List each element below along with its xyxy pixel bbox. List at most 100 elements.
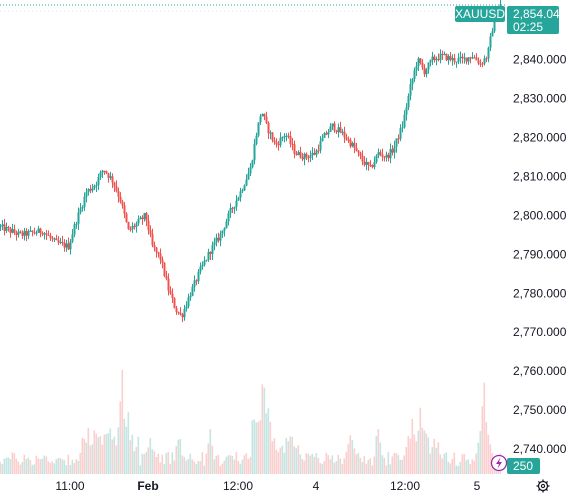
candle-body (489, 36, 492, 48)
volume-bar (343, 458, 346, 474)
candle-body (155, 247, 158, 252)
volume-bar (229, 455, 232, 474)
volume-bar (63, 460, 66, 474)
candle-body (445, 53, 448, 61)
candle-body (169, 290, 172, 294)
candle-body (319, 141, 322, 151)
candle-body (123, 205, 126, 214)
candle-body (475, 57, 478, 61)
volume-bar (439, 454, 442, 474)
candle-body (269, 132, 272, 134)
candle-body (191, 286, 194, 296)
gear-icon[interactable] (536, 479, 550, 493)
volume-bar (477, 442, 480, 474)
candle-body (351, 142, 354, 147)
lightning-icon[interactable] (490, 454, 508, 472)
candle-body (75, 223, 78, 225)
candle-body (379, 152, 382, 155)
candle-body (483, 58, 486, 64)
candle-body (247, 173, 250, 180)
candle-body (481, 63, 484, 65)
candle-body (263, 113, 266, 117)
volume-bar (305, 453, 308, 474)
candle-body (427, 62, 430, 70)
candle-body (413, 70, 416, 79)
price-badge (507, 6, 559, 34)
volume-bar (187, 458, 190, 474)
candle-body (87, 189, 90, 193)
candle-body (159, 253, 162, 260)
volume-bar (95, 433, 98, 474)
volume-bar (283, 452, 286, 474)
volume-bar (145, 451, 148, 474)
volume-bar (415, 441, 418, 474)
volume-bar (49, 462, 52, 474)
candle-body (0, 225, 2, 228)
volume-bar (9, 458, 12, 474)
volume-bar (79, 452, 82, 474)
volume-bar (27, 457, 30, 474)
volume-bar (371, 465, 374, 474)
volume-bar (247, 458, 250, 474)
volume-bar (191, 459, 194, 474)
candle-body (441, 53, 444, 55)
volume-bar (355, 454, 358, 474)
candle-body (67, 243, 70, 250)
volume-bar (267, 408, 270, 474)
y-tick-label: 2,810.000 (513, 169, 567, 183)
volume-bar (383, 457, 386, 474)
volume-bar (379, 442, 382, 474)
candle-body (437, 59, 440, 61)
volume-bar (67, 454, 70, 474)
volume-bar (69, 465, 72, 474)
volume-bar (385, 465, 388, 474)
volume-bar (105, 434, 108, 474)
candle-body (381, 154, 384, 157)
volume-bar (257, 421, 260, 474)
candle-body (315, 150, 318, 155)
volume-bar (33, 464, 36, 474)
candle-body (439, 53, 442, 61)
volume-bar (171, 452, 174, 474)
candle-body (189, 295, 192, 298)
candle-body (363, 161, 366, 165)
volume-bar (159, 462, 162, 474)
last-price-value: 2,854.040 (513, 7, 567, 21)
price-axis[interactable]: 2,840.000 2,830.000 2,820.000 2,810.000 2,80… (513, 53, 567, 456)
volume-bar (111, 439, 114, 474)
candle-body (383, 156, 386, 158)
candle-body (477, 60, 480, 64)
candle-body (469, 57, 472, 59)
candle-body (349, 139, 352, 147)
volume-bar (237, 461, 240, 474)
volume-bar (61, 459, 64, 474)
candle-body (181, 314, 184, 318)
volume-bar (419, 407, 422, 474)
volume-bar (435, 447, 438, 474)
volume-bar (219, 465, 222, 474)
volume-bar (269, 421, 272, 474)
volume-bar (479, 431, 482, 474)
volume-bar (123, 418, 126, 474)
volume-bar (281, 445, 284, 474)
volume-bar (399, 459, 402, 474)
volume-bar (455, 465, 458, 474)
candle-body (399, 128, 402, 139)
candle-body (231, 208, 234, 210)
candle-body (97, 177, 100, 185)
volume-bar (335, 461, 338, 474)
volume-bar (17, 461, 20, 474)
candle-body (149, 230, 152, 235)
volume-bar (345, 451, 348, 474)
volume-bar (113, 436, 116, 474)
time-axis[interactable]: 11:00 Feb 12:00 4 12:00 5 (55, 479, 480, 493)
volume-bar (5, 457, 8, 474)
candle-body (179, 312, 182, 315)
volume-bar (465, 460, 468, 474)
volume-bar (99, 436, 102, 474)
candle-body (467, 57, 470, 62)
candle-body (227, 213, 230, 222)
candle-body (239, 191, 242, 198)
